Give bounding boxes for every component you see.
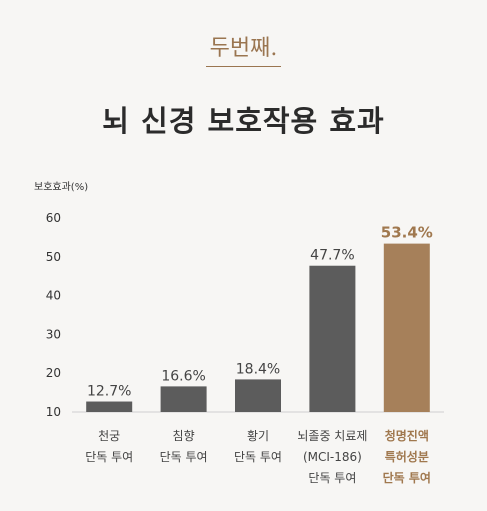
category-label: 특허성분 xyxy=(385,449,429,464)
value-label: 47.7% xyxy=(310,248,354,264)
category-label: 청명진액 xyxy=(385,428,429,443)
category-label: 침향 xyxy=(173,429,195,443)
y-tick-label: 50 xyxy=(46,250,61,264)
value-label: 53.4% xyxy=(381,224,433,242)
value-label: 16.6% xyxy=(161,368,205,384)
category-label: 뇌졸중 치료제 xyxy=(297,429,367,443)
category-label: 황기 xyxy=(247,429,269,443)
category-label: (MCI-186) xyxy=(303,450,362,464)
category-label: 단독 투여 xyxy=(383,470,431,485)
value-label: 12.7% xyxy=(87,384,131,400)
category-label: 단독 투여 xyxy=(234,450,282,464)
bar xyxy=(160,386,207,412)
bar xyxy=(309,265,356,412)
value-labels: 12.7% 16.6% 18.4% 47.7% 53.4% xyxy=(87,224,433,400)
y-axis-ticks: 60 50 40 30 20 10 xyxy=(46,211,61,419)
y-axis-label: 보호효과(%) xyxy=(34,181,88,193)
category-label: 단독 투여 xyxy=(85,450,133,464)
y-tick-label: 60 xyxy=(46,211,61,225)
category-label: 천궁 xyxy=(98,428,120,443)
bar xyxy=(86,401,133,412)
category-label: 단독 투여 xyxy=(308,471,356,485)
bar xyxy=(235,379,281,412)
chart-title: 뇌 신경 보호작용 효과 xyxy=(102,104,385,138)
y-tick-label: 20 xyxy=(46,366,61,380)
section-badge: 두번째. xyxy=(0,30,487,67)
bars xyxy=(86,243,430,412)
y-tick-label: 10 xyxy=(46,405,61,419)
bar xyxy=(383,243,430,412)
y-tick-label: 30 xyxy=(46,327,61,341)
y-tick-label: 40 xyxy=(46,289,61,303)
value-label: 18.4% xyxy=(236,361,280,377)
section-number: 두번째. xyxy=(205,30,282,67)
category-label: 단독 투여 xyxy=(160,450,208,464)
